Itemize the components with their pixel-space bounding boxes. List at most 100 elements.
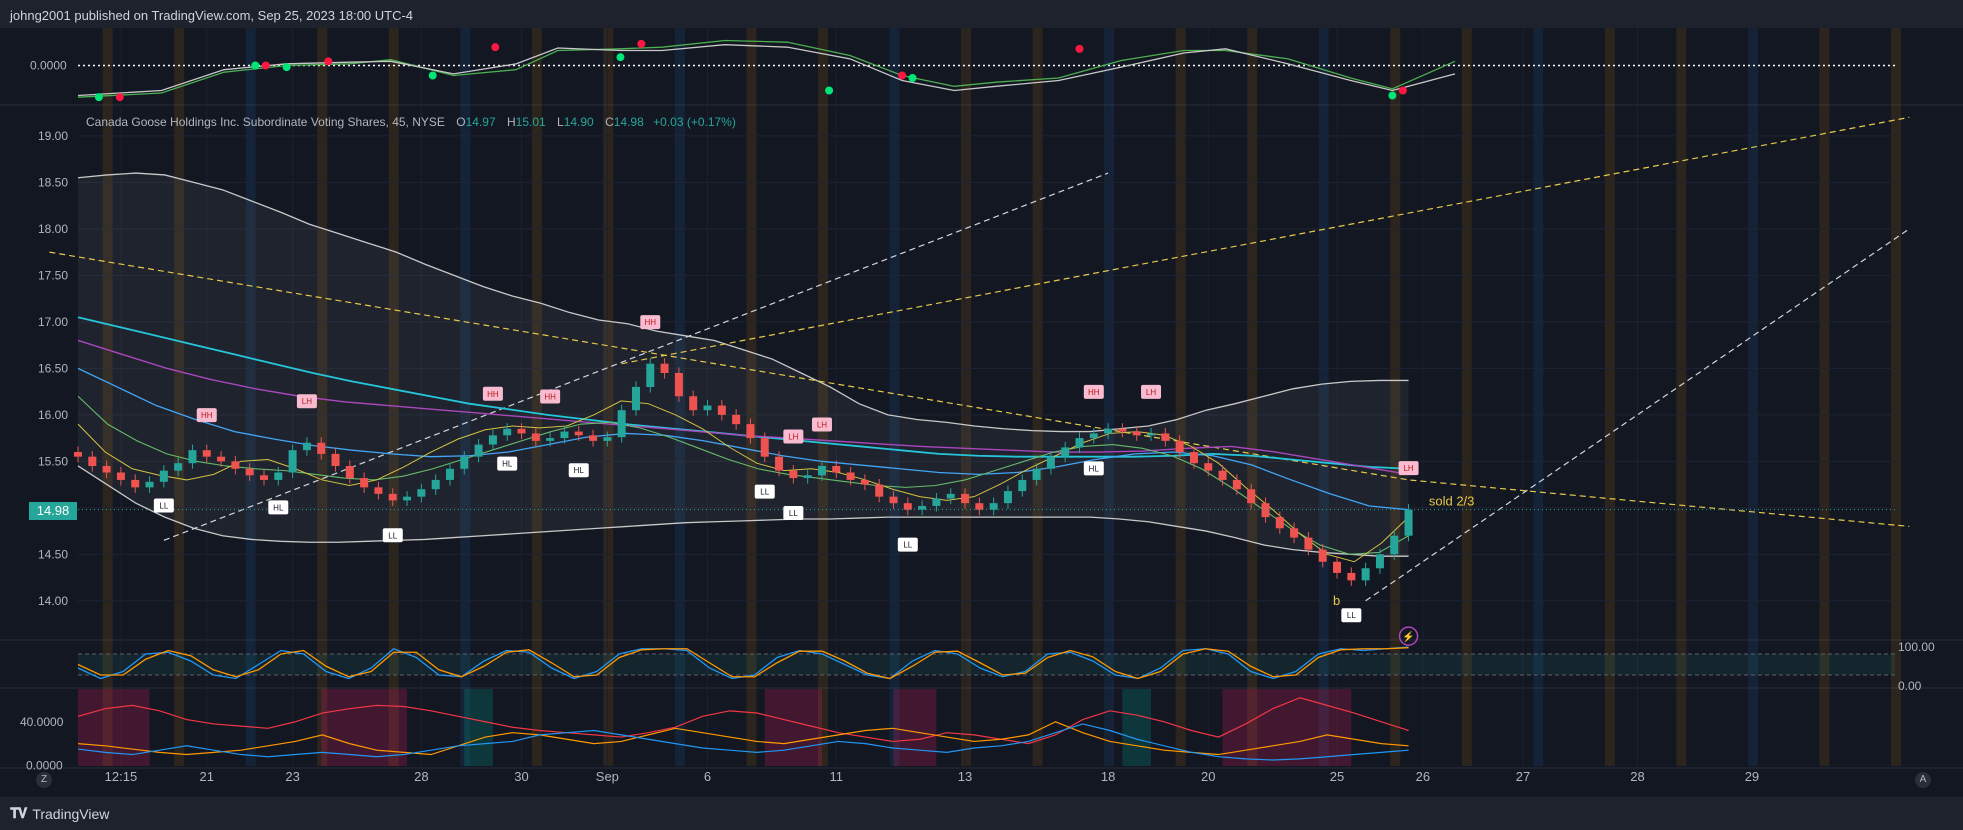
swing-label-box [754, 484, 775, 499]
session-stripe [1175, 28, 1186, 766]
candle-body [360, 478, 369, 488]
candle-body [431, 479, 440, 490]
session-stripe [1032, 28, 1043, 766]
x-tick-label: 21 [200, 769, 214, 784]
swing-label-ll: LL [754, 484, 775, 499]
session-stripe [674, 28, 685, 766]
candle-body [1003, 491, 1012, 504]
swing-label-lh: LH [811, 417, 832, 432]
x-tick-label: 6 [704, 769, 711, 784]
swing-label-box [497, 456, 518, 471]
x-tick-label: 27 [1516, 769, 1530, 784]
candle-body [1304, 537, 1313, 550]
swing-label-box [382, 528, 403, 543]
swing-label-hh: HH [1083, 384, 1104, 399]
footer-bar: 𝐓𝐕 TradingView [0, 797, 1963, 830]
swing-label-box [897, 537, 918, 552]
candle-body [1032, 468, 1041, 480]
swing-label-ll: LL [897, 537, 918, 552]
swing-label-ll: LL [783, 505, 804, 520]
y-tick-label: 40.0000 [20, 715, 64, 729]
session-stripe [1247, 28, 1258, 766]
candle-body [760, 438, 769, 457]
swing-label-text: LL [159, 502, 168, 511]
x-tick-label: 11 [830, 769, 844, 784]
buy-annotation: b [1333, 593, 1340, 608]
adx-zone [893, 689, 937, 766]
change-value: +0.03 (+0.17%) [653, 115, 736, 129]
swing-label-text: HH [645, 318, 657, 327]
candle-body [1175, 440, 1184, 453]
session-stripe [1676, 28, 1687, 766]
oscillator-line [77, 44, 1456, 97]
high-label: H [506, 115, 516, 129]
candle-body [789, 470, 798, 479]
candle-body [374, 487, 383, 494]
candle-body [102, 465, 111, 473]
brand[interactable]: 𝐓𝐕 TradingView [10, 805, 109, 822]
candle-body [889, 496, 898, 504]
swing-label-box [153, 498, 174, 513]
swing-label-box [1083, 384, 1104, 399]
symbol-legend: Canada Goose Holdings Inc. Subordinate V… [86, 115, 736, 129]
candle-body [903, 503, 912, 510]
candle-body [989, 503, 998, 510]
swing-label-box [783, 429, 804, 444]
adx-zone [464, 689, 493, 766]
candle-body [832, 465, 841, 473]
candle-body [946, 493, 955, 499]
candle-body [1318, 549, 1327, 562]
swing-label-hl: HL [568, 463, 589, 478]
signal-up-dot [908, 74, 917, 82]
candle-body [775, 456, 784, 471]
candle-body [217, 456, 226, 462]
session-stripe [531, 28, 542, 766]
swing-label-box [296, 394, 317, 409]
swing-label-hl: HL [268, 500, 289, 515]
stoch-line [77, 647, 1409, 680]
candle-body [961, 493, 970, 504]
candle-body [474, 444, 483, 457]
session-stripe [174, 28, 185, 766]
y-tick-label: 18.50 [38, 175, 68, 189]
candle-body [1104, 428, 1113, 434]
swing-label-text: LH [1403, 464, 1413, 473]
timezone-button[interactable]: Z [36, 772, 52, 788]
y-tick-label: 15.50 [38, 454, 68, 468]
last-price-tag: 14.98 [29, 502, 77, 520]
candle-body [331, 453, 340, 466]
swing-label-text: LL [1347, 611, 1356, 620]
chart-canvas[interactable]: 19.00 18.50 18.00 17.50 17.00 16.50 16.00 15.50… [0, 0, 1963, 797]
adx-zone [78, 689, 150, 766]
y-tick-label: 100.00 [1898, 640, 1935, 654]
candle-body [1089, 433, 1098, 439]
session-stripe [817, 28, 828, 766]
swing-label-hh: HH [540, 389, 561, 404]
auto-scale-button[interactable]: A [1915, 772, 1931, 788]
y-tick-label: 14.50 [38, 547, 68, 561]
candle-body [746, 424, 755, 439]
swing-label-hl: HL [497, 456, 518, 471]
swing-label-text: LH [302, 397, 312, 406]
y-tick-label: 14.00 [38, 594, 68, 608]
lightning-alert-glyph: ⚡ [1402, 630, 1414, 643]
y-tick-label: 17.00 [38, 315, 68, 329]
candle-body [1375, 554, 1384, 569]
candle-body [617, 410, 626, 438]
candle-body [574, 431, 583, 436]
swing-label-text: LL [388, 531, 397, 540]
candle-body [302, 442, 311, 451]
candle-body [259, 475, 268, 480]
swing-label-text: HH [487, 390, 499, 399]
candle-body [589, 435, 598, 441]
bollinger-upper-line [77, 172, 1409, 433]
candle-body [388, 493, 397, 501]
session-stripe [1819, 28, 1830, 766]
trendline [163, 172, 1109, 541]
candle-body [460, 456, 469, 469]
candle-body [1132, 431, 1141, 436]
y-tick-label: 17.50 [38, 268, 68, 282]
swing-label-text: HL [502, 460, 513, 469]
candle-body [560, 431, 569, 439]
session-stripe [603, 28, 614, 766]
